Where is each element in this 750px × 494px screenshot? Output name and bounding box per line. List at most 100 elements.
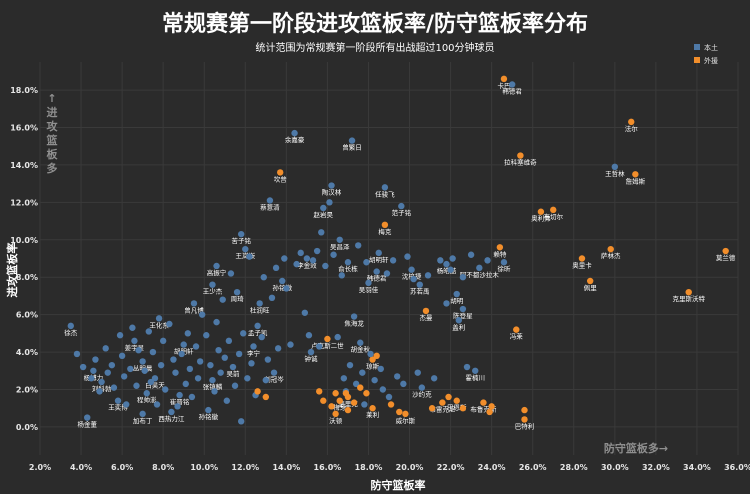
data-point [141, 367, 148, 374]
data-point [521, 406, 528, 414]
data-point [513, 326, 520, 333]
point-label: 布雷克尼 [429, 405, 455, 414]
point-label: 莫兰德 [716, 253, 736, 262]
data-point [254, 322, 261, 330]
data-point [722, 247, 729, 255]
data-point [305, 332, 313, 339]
point-label: 刘冠岑 [264, 375, 284, 384]
data-point [127, 365, 134, 373]
data-point [377, 365, 384, 373]
y-tick-label: 6.0% [16, 311, 38, 320]
point-label: 沙约克 [412, 390, 432, 399]
point-label: 吴前 [226, 369, 240, 378]
data-point [246, 253, 253, 260]
point-label: 阿不都沙拉木 [460, 270, 500, 279]
point-label: 法尔 [625, 124, 639, 133]
data-point [363, 390, 370, 397]
data-point [198, 311, 206, 318]
data-point [402, 410, 409, 418]
data-point [287, 341, 294, 348]
data-point [88, 375, 95, 382]
point-label: 徐杰 [64, 328, 78, 337]
data-point [379, 386, 387, 393]
data-point [484, 257, 491, 264]
point-label: 克里斯沃特 [672, 294, 705, 303]
point-label: 胡金秋 [351, 345, 371, 354]
y-tick-label: 0.0% [16, 423, 38, 432]
data-point [293, 260, 300, 268]
data-point [578, 255, 586, 262]
data-point [346, 361, 354, 369]
data-point [389, 257, 397, 264]
data-point [394, 373, 401, 380]
data-point [449, 255, 456, 262]
data-point [361, 401, 368, 408]
data-point [336, 397, 343, 404]
data-point [508, 81, 516, 88]
tick-labels: 2.0% 4.0% 6.0% 8.0% 10.0% 12.0% 14.0% 16.0% 18.0… [10, 86, 750, 472]
data-point [196, 358, 204, 365]
data-point [418, 384, 426, 391]
data-point [330, 251, 337, 258]
data-point [205, 406, 212, 414]
data-point [223, 397, 231, 404]
data-point [357, 384, 364, 391]
data-point [459, 305, 467, 313]
data-point [326, 199, 333, 206]
data-point [166, 320, 173, 328]
data-point [611, 163, 619, 170]
data-point [342, 390, 350, 397]
point-label: 曾凡博 [184, 305, 204, 314]
point-label: 沈梓捷 [402, 272, 422, 281]
point-label: 卢克斯二世 [311, 341, 344, 350]
data-point [235, 350, 243, 358]
data-point [430, 375, 438, 382]
data-point [472, 367, 479, 374]
point-label: 陈登星 [453, 311, 473, 320]
data-point [266, 197, 274, 204]
point-label: 姜宇星 [125, 343, 145, 352]
x-tick-label: 36.0% [724, 463, 750, 472]
data-point [174, 403, 181, 410]
data-point [254, 388, 261, 395]
point-label: 陶汉林 [322, 188, 342, 197]
data-point [182, 380, 189, 388]
data-point [73, 350, 81, 358]
data-point [414, 369, 421, 376]
point-label: 奥里卡 [572, 261, 592, 270]
data-point [322, 262, 329, 270]
point-label: 周琦 [231, 295, 245, 303]
data-point [268, 294, 276, 301]
data-point [96, 388, 103, 395]
data-point [424, 272, 432, 279]
data-point [453, 397, 460, 404]
data-point [102, 345, 109, 352]
data-point [416, 281, 423, 288]
data-point [248, 360, 255, 367]
point-label: 莱利 [366, 410, 379, 419]
x-tick-label: 14.0% [272, 463, 300, 472]
data-point [381, 184, 389, 191]
data-point [352, 380, 360, 388]
data-point [213, 318, 220, 326]
data-point [118, 352, 126, 360]
data-point [229, 363, 237, 371]
point-label: 胡明轩 [369, 255, 389, 264]
data-point [281, 255, 288, 262]
data-point [225, 337, 233, 345]
x-tick-label: 20.0% [396, 463, 424, 472]
data-point [486, 408, 493, 416]
data-point [476, 264, 483, 272]
data-point [453, 290, 460, 298]
y-annotation-text: ↑进攻篮板多 [46, 92, 59, 175]
point-label: 吴昌泽 [330, 243, 350, 251]
data-point [396, 408, 403, 416]
data-point [192, 343, 200, 350]
x-tick-label: 34.0% [683, 463, 711, 472]
data-point [79, 363, 87, 371]
point-label: 高振宁 [207, 268, 227, 277]
x-tick-label: 18.0% [355, 463, 383, 472]
data-point [550, 206, 557, 214]
legend-label-foreign: 外援 [704, 56, 718, 65]
data-points [67, 75, 729, 425]
